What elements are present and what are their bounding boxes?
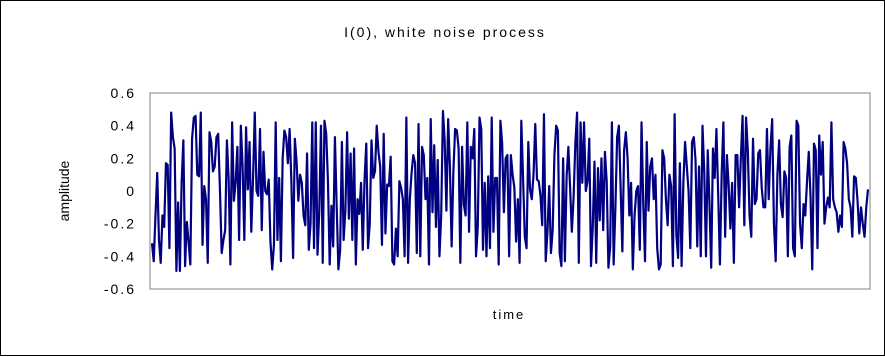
series-line-layer	[150, 109, 870, 273]
y-tick-label: 0	[126, 183, 136, 199]
y-tick-label: 0.4	[111, 118, 136, 134]
y-tick-label: -0.6	[104, 281, 136, 297]
y-tick-label: -0.4	[104, 248, 136, 264]
y-tick-label: 0.2	[111, 150, 136, 166]
x-axis-label: time	[493, 307, 526, 322]
y-tick-label: 0.6	[111, 85, 136, 101]
y-axis-ticks: 0.6 0.4 0.2 0 -0.2 -0.4 -0.6	[104, 85, 136, 297]
series-line	[150, 109, 870, 273]
y-tick-label: -0.2	[104, 216, 136, 232]
chart-title: I(0), white noise process	[344, 24, 546, 40]
y-axis-label: amplitude	[56, 160, 72, 221]
